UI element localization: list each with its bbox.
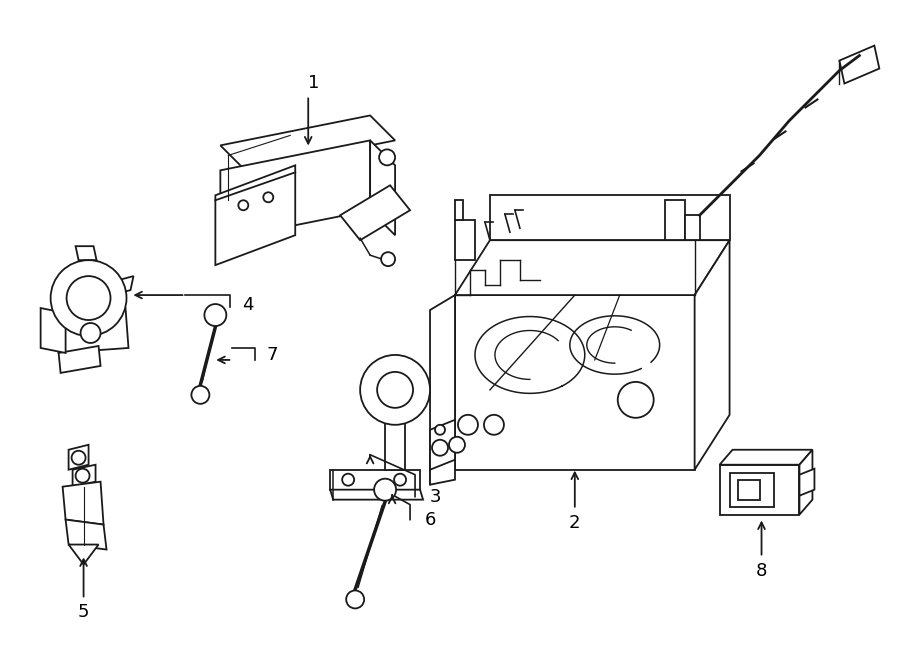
Text: 7: 7 (266, 346, 278, 364)
Polygon shape (76, 246, 96, 260)
Polygon shape (56, 308, 129, 353)
Polygon shape (738, 480, 760, 500)
Text: 4: 4 (243, 296, 254, 314)
Circle shape (432, 440, 448, 455)
Polygon shape (385, 405, 405, 470)
Circle shape (342, 474, 354, 486)
Circle shape (238, 200, 248, 210)
Circle shape (394, 474, 406, 486)
Polygon shape (68, 445, 88, 470)
Polygon shape (430, 295, 455, 485)
Polygon shape (340, 185, 410, 240)
Polygon shape (66, 520, 106, 549)
Circle shape (50, 260, 127, 336)
Polygon shape (73, 465, 95, 486)
Polygon shape (370, 140, 395, 235)
Circle shape (192, 386, 210, 404)
Polygon shape (455, 295, 695, 470)
Circle shape (374, 479, 396, 500)
Circle shape (204, 304, 226, 326)
Polygon shape (490, 195, 730, 240)
Polygon shape (220, 116, 395, 171)
Circle shape (346, 590, 364, 608)
Polygon shape (430, 420, 455, 470)
Circle shape (360, 355, 430, 425)
Text: 6: 6 (424, 510, 436, 529)
Polygon shape (58, 346, 101, 373)
Text: 3: 3 (429, 488, 441, 506)
Polygon shape (330, 470, 420, 490)
Circle shape (76, 469, 90, 483)
Circle shape (381, 252, 395, 266)
Polygon shape (330, 490, 423, 500)
Text: 8: 8 (756, 563, 767, 580)
Polygon shape (720, 465, 799, 515)
Polygon shape (430, 455, 455, 485)
Text: 1: 1 (308, 73, 319, 91)
Circle shape (458, 415, 478, 435)
Polygon shape (685, 215, 699, 240)
Polygon shape (665, 200, 685, 240)
Circle shape (72, 451, 86, 465)
Polygon shape (695, 240, 730, 470)
Circle shape (449, 437, 465, 453)
Circle shape (67, 276, 111, 320)
Polygon shape (840, 46, 879, 83)
Polygon shape (799, 469, 815, 496)
Polygon shape (455, 220, 475, 260)
Circle shape (377, 372, 413, 408)
Circle shape (484, 415, 504, 435)
Circle shape (617, 382, 653, 418)
Polygon shape (220, 140, 370, 240)
Circle shape (379, 149, 395, 165)
Polygon shape (799, 449, 813, 515)
Circle shape (264, 192, 274, 202)
Polygon shape (455, 200, 463, 220)
Circle shape (81, 323, 101, 343)
Text: 2: 2 (569, 514, 580, 531)
Text: 5: 5 (77, 603, 89, 621)
Polygon shape (215, 165, 295, 265)
Polygon shape (730, 473, 775, 506)
Polygon shape (63, 482, 104, 525)
Polygon shape (68, 545, 98, 564)
Circle shape (435, 425, 445, 435)
Polygon shape (455, 240, 730, 295)
Polygon shape (720, 449, 813, 465)
Polygon shape (115, 276, 133, 294)
Polygon shape (40, 308, 66, 353)
